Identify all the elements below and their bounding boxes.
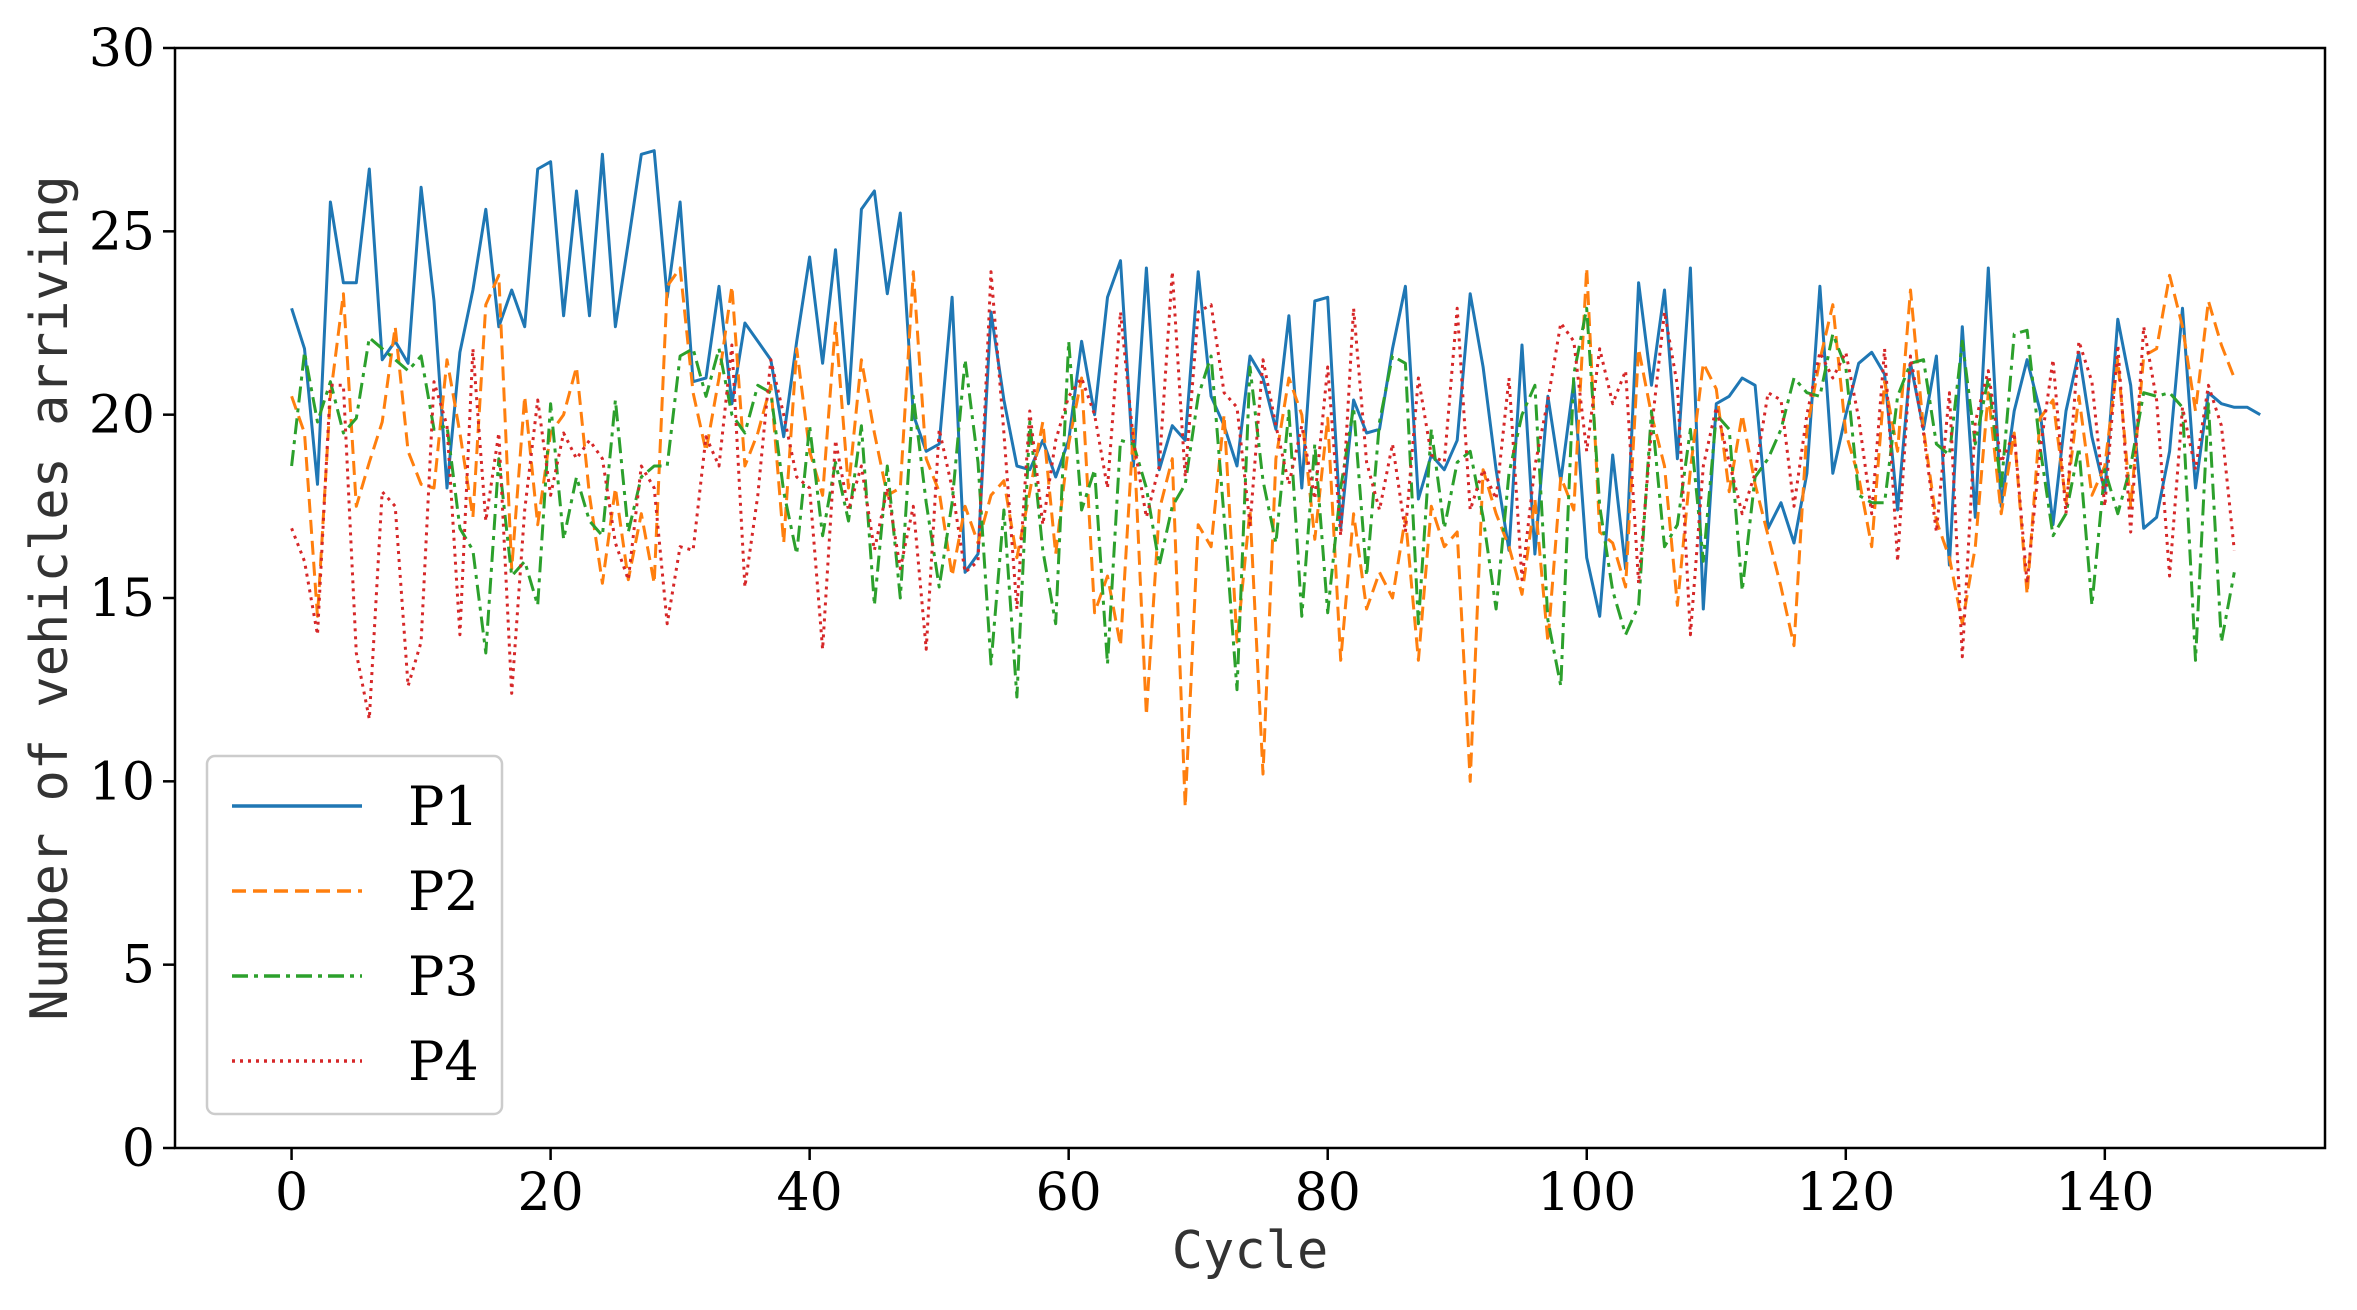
x-tick-label: 20	[518, 1163, 584, 1223]
legend-label-p2: P2	[408, 860, 479, 923]
legend-label-p4: P4	[408, 1030, 479, 1093]
y-tick-label: 0	[122, 1119, 155, 1179]
legend-label-p1: P1	[408, 775, 479, 838]
x-tick-label: 140	[2055, 1163, 2154, 1223]
y-tick-label: 25	[89, 202, 155, 262]
x-axis-title: Cycle	[1172, 1221, 1329, 1281]
y-tick-label: 20	[89, 386, 155, 446]
y-tick-label: 15	[89, 569, 155, 629]
legend-label-p3: P3	[408, 945, 479, 1008]
x-axis: 0 20 40 60 80 100 120 140	[275, 1148, 2154, 1223]
legend: P1 P2 P3 P4	[205, 754, 504, 1116]
y-tick-label: 5	[122, 936, 155, 996]
x-tick-label: 40	[777, 1163, 843, 1223]
y-axis-title: Number of vehicles arriving	[20, 175, 80, 1020]
x-tick-label: 120	[1796, 1163, 1895, 1223]
x-tick-label: 80	[1295, 1163, 1361, 1223]
x-tick-label: 100	[1537, 1163, 1636, 1223]
series-line-p4	[290, 270, 2236, 721]
series-layer	[290, 149, 2261, 809]
legend-box	[205, 754, 504, 1116]
series-line-p1	[290, 149, 2261, 618]
x-tick-label: 60	[1036, 1163, 1102, 1223]
series-line-p2	[290, 266, 2236, 809]
y-tick-label: 30	[89, 19, 155, 79]
y-axis: 0 5 10 15 20 25 30	[89, 19, 175, 1179]
x-tick-label: 0	[275, 1163, 308, 1223]
y-tick-label: 10	[89, 752, 155, 812]
